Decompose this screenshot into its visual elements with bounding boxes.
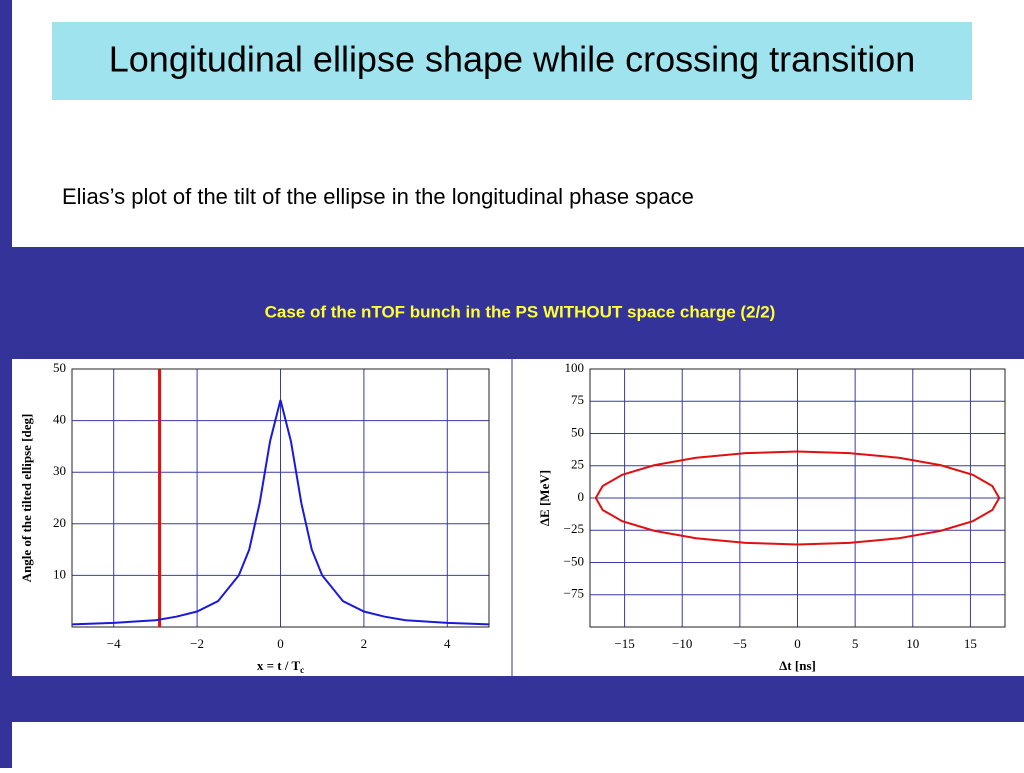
x-axis-label-text: Δt [ns] <box>779 658 816 673</box>
y-tick-label: 75 <box>571 392 584 407</box>
y-axis-label: ΔE [MeV] <box>537 470 552 526</box>
y-tick-label: −75 <box>564 586 584 601</box>
data-line <box>594 450 1001 546</box>
data-line <box>71 399 490 626</box>
y-tick-label: 0 <box>578 489 585 504</box>
y-tick-label: 25 <box>571 457 584 472</box>
plot-frame <box>589 368 1006 628</box>
x-tick-label: −5 <box>733 636 747 651</box>
x-tick-label: 2 <box>361 636 368 651</box>
x-axis-label: Δt [ns] <box>779 658 816 673</box>
subtitle: Elias’s plot of the tilt of the ellipse … <box>62 184 694 209</box>
x-tick-label: 0 <box>277 636 284 651</box>
slide-title: Longitudinal ellipse shape while crossin… <box>109 39 915 80</box>
y-tick-label: 100 <box>565 360 585 375</box>
banner-text: Case of the nTOF bunch in the PS WITHOUT… <box>265 302 776 321</box>
y-tick-label: 20 <box>53 515 66 530</box>
title-box <box>52 22 972 100</box>
plot-frame <box>71 368 490 628</box>
y-tick-label: 10 <box>53 566 66 581</box>
y-tick-label: 40 <box>53 412 66 427</box>
y-tick-label: 50 <box>53 360 66 375</box>
y-tick-label: 30 <box>53 463 66 478</box>
x-tick-label: 4 <box>444 636 451 651</box>
x-tick-label: 0 <box>794 636 801 651</box>
x-tick-label: −2 <box>190 636 204 651</box>
y-axis-label: Angle of the tilted ellipse [deg] <box>19 414 34 583</box>
x-tick-label: 5 <box>852 636 859 651</box>
left-bar <box>0 0 12 768</box>
x-axis-label-text: x = t / T <box>257 658 301 673</box>
y-tick-label: −25 <box>564 521 584 536</box>
x-tick-label: −4 <box>107 636 121 651</box>
x-tick-label: −10 <box>672 636 692 651</box>
y-tick-label: 50 <box>571 424 584 439</box>
x-tick-label: 10 <box>906 636 919 651</box>
banner <box>0 247 1024 359</box>
x-axis-label: x = t / Tc <box>257 658 304 675</box>
footer-bar <box>0 676 1024 722</box>
x-tick-label: −15 <box>614 636 634 651</box>
x-axis-label-sub: c <box>300 665 304 675</box>
y-tick-label: −50 <box>564 553 584 568</box>
x-tick-label: 15 <box>964 636 977 651</box>
